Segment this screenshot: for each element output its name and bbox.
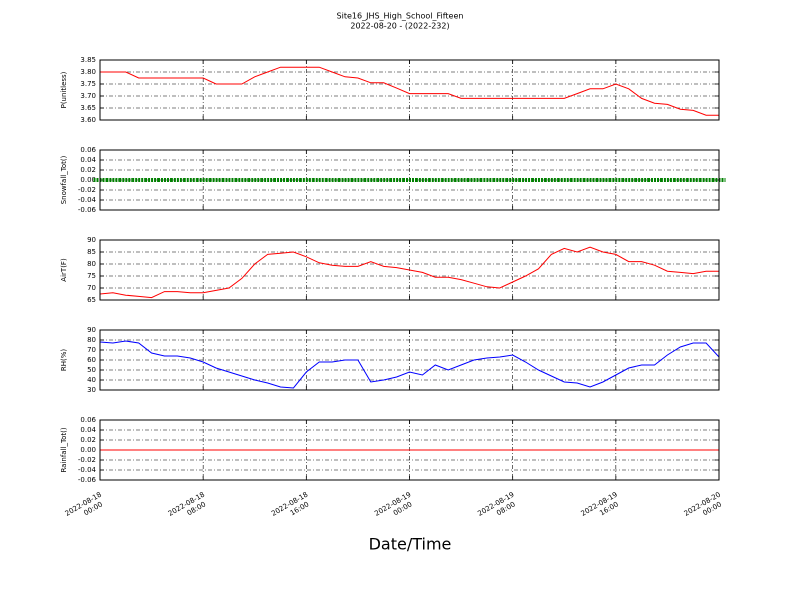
y-tick-label: -0.02 <box>78 456 96 464</box>
y-tick-label: 3.85 <box>80 56 96 64</box>
x-axis-label: Date/Time <box>369 535 452 554</box>
y-tick-label: 0.00 <box>80 176 96 184</box>
y-tick-label: -0.06 <box>78 206 97 214</box>
y-tick-label: 70 <box>87 284 96 292</box>
y-axis-label: Snowfall_Tot() <box>60 155 68 204</box>
y-tick-label: 0.04 <box>80 156 96 164</box>
y-tick-label: 3.75 <box>80 80 96 88</box>
series-line <box>100 66 719 116</box>
chart-subtitle: 2022-08-20 - (2022-232) <box>350 22 449 31</box>
y-tick-label: 90 <box>87 326 96 334</box>
y-tick-label: 3.70 <box>80 92 96 100</box>
y-axis-label: Rainfall_Tot() <box>60 427 68 472</box>
y-tick-label: 60 <box>87 356 96 364</box>
y-tick-label: 0.06 <box>80 146 96 154</box>
chart-title: Site16_JHS_High_School_Fifteen <box>337 12 464 21</box>
y-tick-label: 0.02 <box>80 436 96 444</box>
series-line <box>99 246 719 299</box>
y-tick-label: 30 <box>87 386 96 394</box>
y-tick-label: 0.06 <box>80 416 96 424</box>
plot-frame <box>99 149 720 211</box>
plot-frame <box>99 329 720 391</box>
y-tick-label: -0.04 <box>78 466 97 474</box>
plot-frame <box>99 239 720 301</box>
y-tick-label: 0.04 <box>80 426 96 434</box>
y-tick-label: 3.65 <box>80 104 96 112</box>
series-line <box>99 340 720 389</box>
y-tick-label: -0.02 <box>78 186 96 194</box>
y-axis-label: RH(%) <box>60 349 68 372</box>
y-tick-label: 85 <box>87 248 96 256</box>
y-tick-label: 3.60 <box>80 116 96 124</box>
y-axis-label: P(unitless) <box>60 71 68 108</box>
y-tick-label: 40 <box>87 376 96 384</box>
y-tick-label: 70 <box>87 346 96 354</box>
y-tick-label: 80 <box>87 336 96 344</box>
y-tick-label: -0.06 <box>78 476 97 484</box>
y-tick-label: 65 <box>87 296 96 304</box>
y-tick-label: 0.00 <box>80 446 96 454</box>
y-tick-label: 50 <box>87 366 96 374</box>
y-tick-label: 75 <box>87 272 96 280</box>
y-axis-label: AirT(F) <box>60 258 68 282</box>
plot-frame <box>99 419 720 481</box>
y-tick-label: 3.80 <box>80 68 96 76</box>
plot-frame <box>99 59 720 121</box>
y-tick-label: -0.04 <box>78 196 97 204</box>
y-tick-label: 90 <box>87 236 96 244</box>
y-tick-label: 80 <box>87 260 96 268</box>
y-tick-label: 0.02 <box>80 166 96 174</box>
